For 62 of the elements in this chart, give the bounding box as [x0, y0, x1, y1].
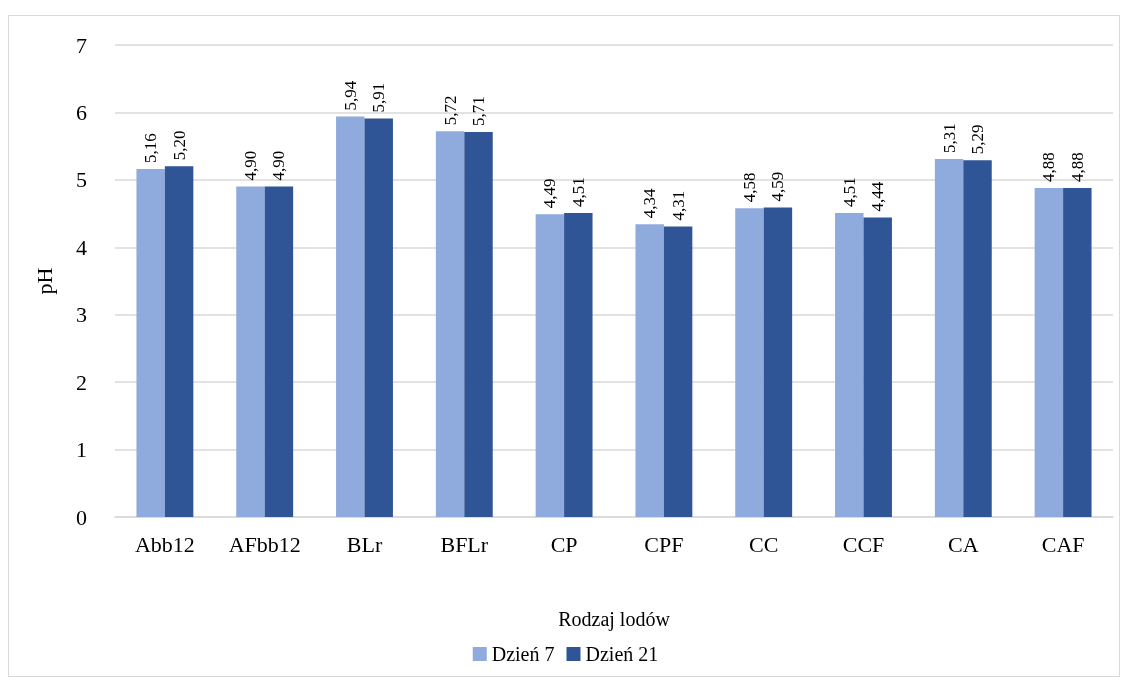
- bar: [1063, 187, 1092, 517]
- y-tick-label: 4: [76, 234, 87, 260]
- data-label: 4,90: [269, 150, 289, 181]
- x-tick-label: BLr: [346, 531, 383, 557]
- data-label: 5,31: [939, 123, 959, 153]
- data-label: 5,20: [169, 130, 189, 161]
- x-tick-label: CCF: [842, 531, 885, 557]
- data-label: 4,51: [568, 177, 588, 207]
- legend-label: Dzień 21: [585, 643, 659, 665]
- data-label: 5,91: [369, 82, 389, 113]
- x-tick-label: CAF: [1041, 531, 1085, 557]
- x-tick-label: CPF: [644, 531, 684, 557]
- bar: [336, 116, 365, 517]
- bar: [136, 169, 165, 517]
- bar: [164, 166, 194, 517]
- data-label: 4,34: [640, 188, 660, 219]
- y-tick-label: 2: [76, 369, 87, 395]
- bar: [535, 214, 565, 517]
- bar: [663, 226, 693, 517]
- y-tick-label: 0: [76, 504, 87, 530]
- data-label: 4,49: [540, 178, 560, 209]
- y-tick-label: 3: [76, 302, 87, 328]
- bar: [735, 208, 764, 517]
- bar: [863, 217, 892, 517]
- data-label: 5,29: [968, 124, 988, 155]
- bar: [564, 212, 593, 517]
- bar: [264, 186, 294, 517]
- y-tick-label: 1: [76, 437, 87, 463]
- x-tick-label: CA: [948, 531, 979, 557]
- x-axis-title: Rodzaj lodów: [558, 608, 671, 631]
- bar: [1034, 187, 1064, 517]
- bar: [635, 224, 664, 517]
- x-tick-label: AFbb12: [228, 531, 301, 557]
- data-label: 4,44: [868, 181, 888, 212]
- data-label: 4,59: [768, 171, 788, 202]
- bar: [464, 131, 493, 517]
- x-tick-label: CC: [749, 531, 779, 557]
- bar: [236, 186, 265, 517]
- y-axis-title: pH: [31, 267, 57, 295]
- data-label: 4,88: [1067, 152, 1087, 182]
- data-label: 4,31: [668, 190, 688, 221]
- data-label: 4,88: [1039, 152, 1059, 182]
- data-label: 4,51: [839, 177, 859, 207]
- data-label: 5,72: [440, 95, 460, 126]
- bar: [763, 207, 793, 517]
- y-tick-label: 6: [76, 99, 87, 125]
- bar: [934, 158, 964, 517]
- bar: [364, 118, 393, 517]
- x-tick-label: CP: [550, 531, 578, 557]
- x-tick-label: Abb12: [134, 531, 195, 557]
- data-label: 5,71: [469, 96, 489, 126]
- data-label: 4,58: [739, 172, 759, 203]
- x-tick-label: BFLr: [440, 531, 489, 557]
- data-label: 5,16: [141, 133, 161, 164]
- legend-label: Dzień 7: [491, 643, 555, 665]
- y-tick-label: 5: [76, 167, 87, 193]
- bar: [435, 131, 465, 517]
- bar: [835, 212, 864, 517]
- data-label: 4,90: [240, 150, 260, 181]
- y-tick-label: 7: [76, 32, 87, 58]
- data-label: 5,94: [340, 80, 360, 111]
- bar: [963, 160, 992, 517]
